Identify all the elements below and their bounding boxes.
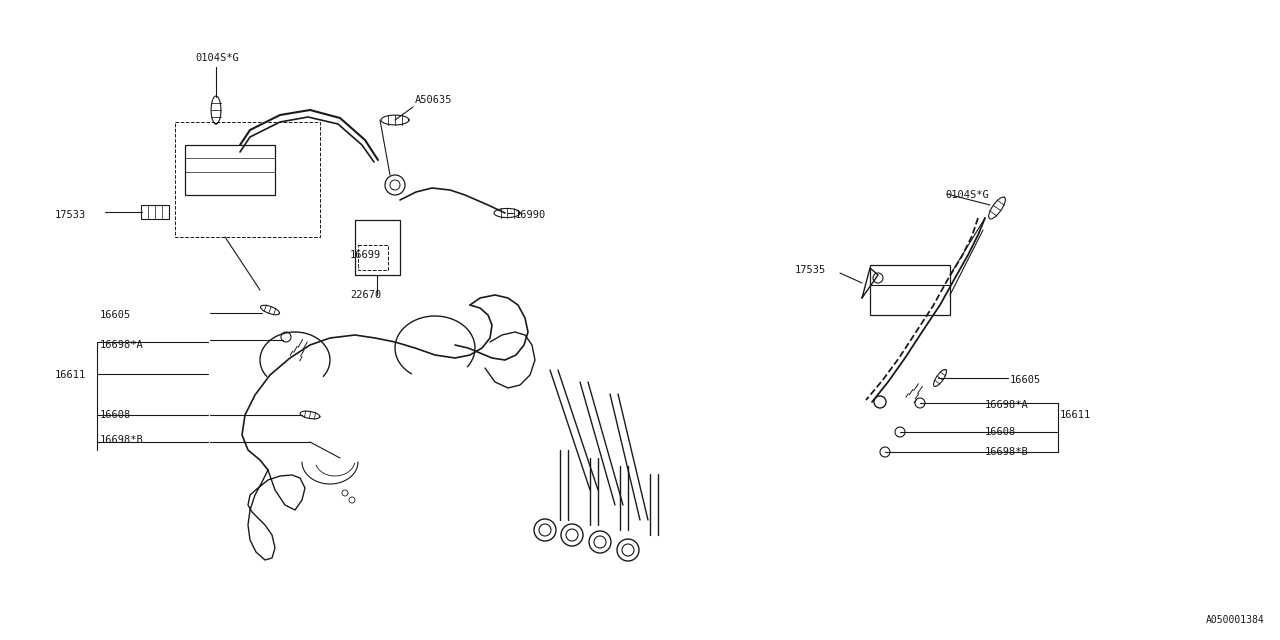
Text: 16611: 16611 xyxy=(55,370,86,380)
Bar xyxy=(355,220,399,275)
Bar xyxy=(870,265,950,315)
Bar xyxy=(175,122,320,237)
Bar xyxy=(141,205,169,219)
Text: 16611: 16611 xyxy=(1060,410,1092,420)
Text: 16698*B: 16698*B xyxy=(986,447,1029,457)
Text: 16605: 16605 xyxy=(1010,375,1041,385)
Text: 0104S*G: 0104S*G xyxy=(945,190,988,200)
Text: 17533: 17533 xyxy=(55,210,86,220)
Text: A50635: A50635 xyxy=(415,95,453,105)
Text: 22670: 22670 xyxy=(349,290,381,300)
Text: 17535: 17535 xyxy=(795,265,827,275)
Text: 16699: 16699 xyxy=(349,250,381,260)
Bar xyxy=(358,245,388,270)
Text: 16698*B: 16698*B xyxy=(100,435,143,445)
Text: 16605: 16605 xyxy=(100,310,132,320)
Bar xyxy=(186,145,275,195)
Text: 16698*A: 16698*A xyxy=(986,400,1029,410)
Text: A050001384: A050001384 xyxy=(1206,615,1265,625)
Text: 0104S*G: 0104S*G xyxy=(195,53,239,63)
Text: 16990: 16990 xyxy=(515,210,547,220)
Text: 16608: 16608 xyxy=(986,427,1016,437)
Text: 16608: 16608 xyxy=(100,410,132,420)
Text: 16698*A: 16698*A xyxy=(100,340,143,350)
